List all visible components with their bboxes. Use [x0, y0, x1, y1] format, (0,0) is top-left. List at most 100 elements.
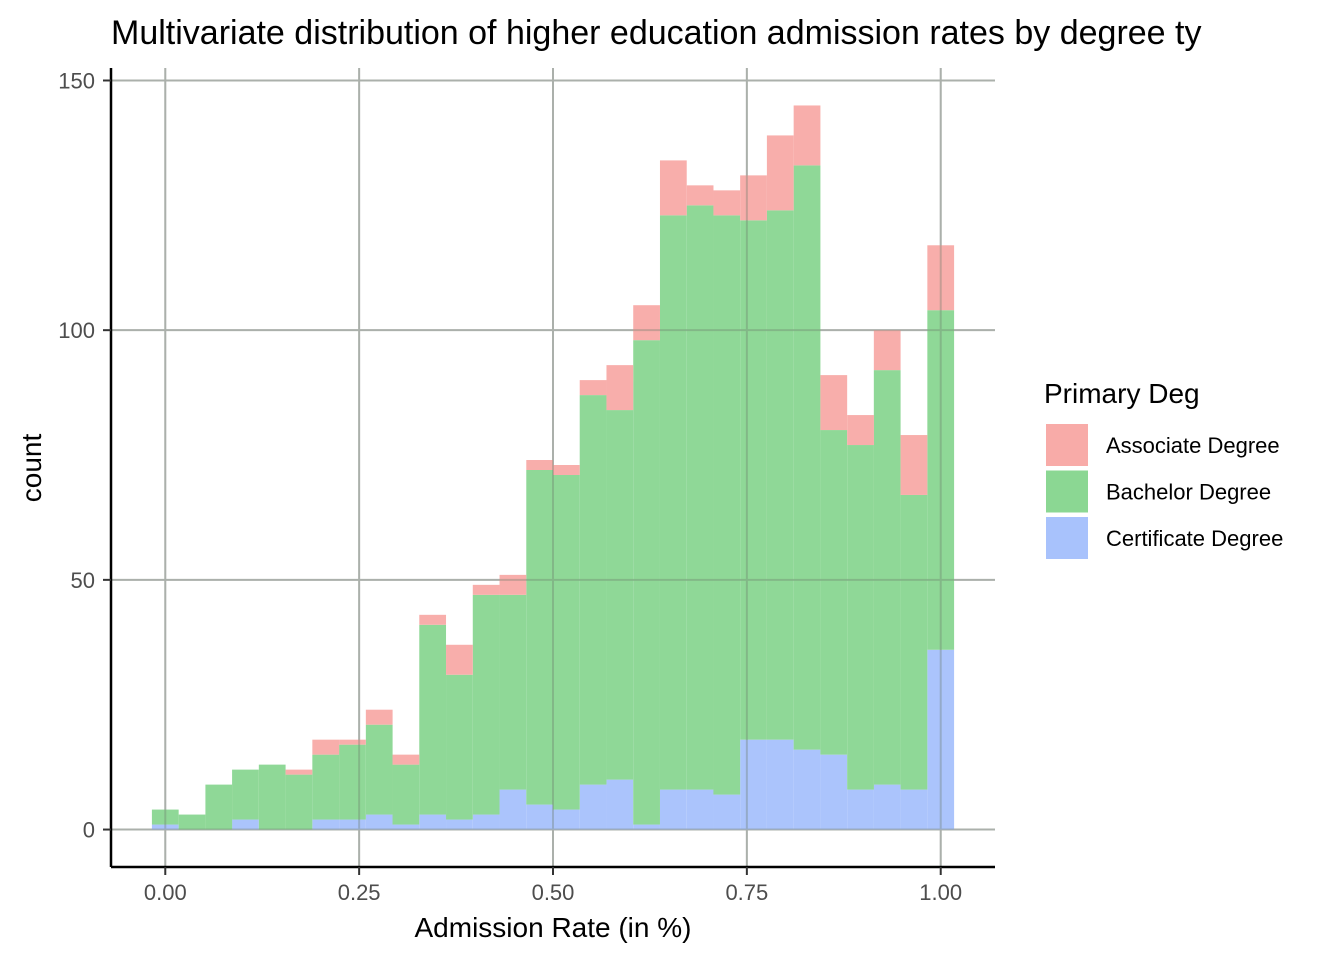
bar-associate-degree	[927, 245, 955, 311]
bar-certificate-degree	[339, 819, 366, 830]
bar-associate-degree	[606, 365, 634, 411]
bar-bachelor-degree	[392, 764, 420, 825]
bar-bachelor-degree	[793, 165, 821, 750]
bar-associate-degree	[552, 465, 580, 475]
bar-bachelor-degree	[312, 754, 340, 820]
series-bachelor-degree	[151, 165, 955, 830]
bar-certificate-degree	[579, 784, 607, 830]
bar-bachelor-degree	[446, 674, 473, 820]
bar-associate-degree	[713, 190, 741, 216]
legend-title: Primary Deg	[1044, 378, 1200, 409]
x-tick-label: 0.25	[338, 880, 381, 905]
bar-bachelor-degree	[820, 430, 848, 755]
y-tick-label: 0	[83, 818, 95, 843]
bar-associate-degree	[579, 380, 607, 396]
bar-certificate-degree	[766, 739, 794, 830]
bar-associate-degree	[847, 415, 874, 446]
x-axis-title: Admission Rate (in %)	[415, 912, 692, 943]
bar-certificate-degree	[740, 739, 767, 830]
bar-certificate-degree	[633, 824, 660, 830]
bar-certificate-degree	[659, 789, 687, 830]
legend-swatch	[1046, 470, 1088, 513]
legend: Primary Deg Associate Degree Bachelor Deg…	[1044, 378, 1283, 559]
bar-bachelor-degree	[472, 594, 500, 815]
series-associate-degree	[285, 105, 955, 775]
bar-bachelor-degree	[339, 744, 366, 820]
bar-associate-degree	[900, 435, 928, 495]
bar-certificate-degree	[392, 824, 420, 830]
bar-bachelor-degree	[633, 340, 660, 825]
bar-associate-degree	[419, 614, 447, 625]
chart-title: Multivariate distribution of higher educ…	[111, 14, 1201, 52]
bar-certificate-degree	[927, 649, 955, 830]
bar-associate-degree	[472, 584, 500, 595]
bar-associate-degree	[766, 135, 794, 211]
bar-associate-degree	[285, 769, 313, 775]
bar-bachelor-degree	[232, 769, 259, 820]
bar-certificate-degree	[446, 819, 473, 830]
series-certificate-degree	[151, 649, 955, 830]
bar-associate-degree	[686, 185, 714, 206]
bar-certificate-degree	[526, 804, 554, 830]
bar-certificate-degree	[365, 814, 393, 830]
legend-swatch	[1046, 517, 1088, 559]
bar-associate-degree	[740, 175, 767, 221]
bar-certificate-degree	[713, 794, 741, 830]
bar-associate-degree	[365, 709, 393, 725]
bar-bachelor-degree	[873, 370, 901, 785]
bar-associate-degree	[873, 330, 901, 371]
bar-certificate-degree	[499, 789, 527, 830]
bar-certificate-degree	[873, 784, 901, 830]
bar-associate-degree	[499, 574, 527, 595]
legend-swatch	[1046, 424, 1088, 466]
histogram-bars	[111, 68, 995, 867]
bar-certificate-degree	[820, 754, 848, 830]
bar-associate-degree	[312, 739, 340, 755]
x-tick-label: 0.50	[532, 880, 575, 905]
bar-bachelor-degree	[659, 215, 687, 790]
bar-certificate-degree	[900, 789, 928, 830]
bar-bachelor-degree	[552, 474, 580, 810]
y-tick-label: 100	[58, 318, 95, 343]
bar-associate-degree	[659, 160, 687, 216]
legend-label: Associate Degree	[1106, 433, 1280, 458]
x-tick-label: 0.75	[725, 880, 768, 905]
y-tick-label: 150	[58, 68, 95, 93]
x-tick-label: 1.00	[919, 880, 962, 905]
bar-associate-degree	[793, 105, 821, 166]
bar-certificate-degree	[232, 819, 259, 830]
bar-certificate-degree	[686, 789, 714, 830]
x-tick-label: 0.00	[144, 880, 187, 905]
grid-overlay	[111, 68, 995, 867]
bar-associate-degree	[820, 375, 848, 431]
bar-bachelor-degree	[178, 814, 206, 830]
bar-bachelor-degree	[151, 809, 179, 825]
bar-bachelor-degree	[285, 774, 313, 830]
bar-certificate-degree	[606, 779, 634, 830]
bar-certificate-degree	[793, 749, 821, 830]
bar-associate-degree	[446, 644, 473, 675]
bar-bachelor-degree	[606, 410, 634, 780]
bar-bachelor-degree	[365, 724, 393, 815]
bar-bachelor-degree	[579, 395, 607, 785]
bar-bachelor-degree	[766, 210, 794, 740]
bar-bachelor-degree	[900, 494, 928, 790]
bar-certificate-degree	[552, 809, 580, 830]
bar-associate-degree	[392, 754, 420, 765]
bar-bachelor-degree	[927, 310, 955, 650]
bar-bachelor-degree	[847, 445, 874, 790]
bar-certificate-degree	[151, 824, 179, 830]
bar-certificate-degree	[847, 789, 874, 830]
bar-associate-degree	[526, 460, 554, 470]
bar-bachelor-degree	[258, 764, 286, 830]
bar-bachelor-degree	[686, 205, 714, 790]
legend-label: Certificate Degree	[1106, 526, 1283, 551]
bar-associate-degree	[633, 305, 660, 341]
bar-bachelor-degree	[740, 220, 767, 740]
bar-bachelor-degree	[419, 624, 447, 815]
legend-label: Bachelor Degree	[1106, 480, 1271, 505]
bar-certificate-degree	[419, 814, 447, 830]
bar-bachelor-degree	[713, 215, 741, 795]
